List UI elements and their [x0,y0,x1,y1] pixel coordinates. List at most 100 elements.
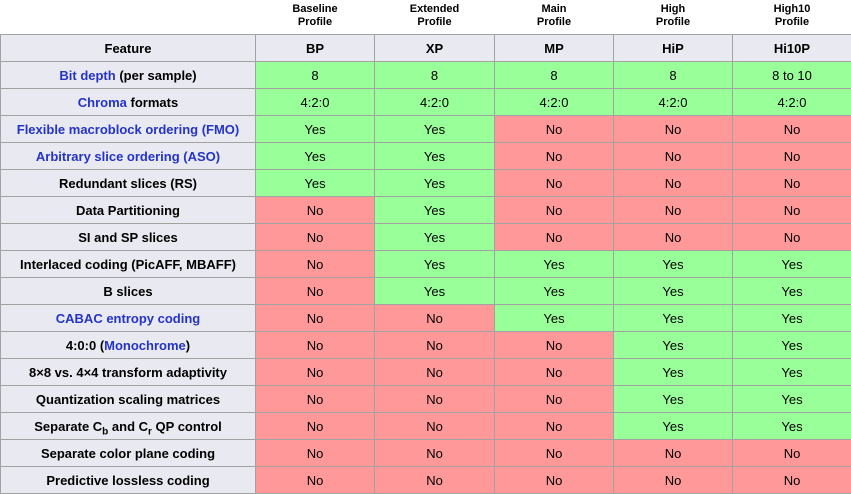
feature-link[interactable]: Monochrome [104,338,186,353]
column-header-feature: Feature [1,35,256,62]
value-cell: Yes [375,170,495,197]
value-cell: Yes [614,278,733,305]
value-cell: No [375,359,495,386]
feature-text: Predictive lossless coding [46,473,209,488]
value-cell: 8 to 10 [733,62,851,89]
value-cell: Yes [256,170,375,197]
value-cell: Yes [375,143,495,170]
column-header-row: Feature BP XP MP HiP Hi10P [1,35,851,62]
column-header-xp: XP [375,35,495,62]
feature-label: SI and SP slices [1,224,256,251]
value-cell: No [733,440,851,467]
feature-label: Interlaced coding (PicAFF, MBAFF) [1,251,256,278]
feature-text: Separate color plane coding [41,446,215,461]
value-cell: No [375,386,495,413]
value-cell: 4:2:0 [256,89,375,116]
feature-label: Predictive lossless coding [1,467,256,494]
value-cell: No [733,467,851,494]
value-cell: No [256,359,375,386]
value-cell: 4:2:0 [495,89,614,116]
value-cell: 4:2:0 [733,89,851,116]
column-header-hi10p: Hi10P [733,35,851,62]
feature-label: Chroma formats [1,89,256,116]
value-cell: No [614,224,733,251]
value-cell: No [733,170,851,197]
feature-link[interactable]: CABAC entropy coding [56,311,200,326]
feature-link[interactable]: Flexible macroblock ordering (FMO) [17,122,239,137]
value-cell: No [614,170,733,197]
feature-text: QP control [152,419,222,434]
value-cell: No [614,143,733,170]
profile-name-line1: Baseline [292,3,337,15]
value-cell: Yes [614,305,733,332]
feature-label: CABAC entropy coding [1,305,256,332]
value-cell: No [495,143,614,170]
feature-label: Separate color plane coding [1,440,256,467]
value-cell: Yes [733,359,851,386]
feature-text: Quantization scaling matrices [36,392,220,407]
value-cell: No [614,197,733,224]
value-cell: No [495,440,614,467]
feature-text: Interlaced coding (PicAFF, MBAFF) [20,257,236,272]
feature-text: ) [186,338,190,353]
value-cell: 8 [614,62,733,89]
value-cell: Yes [614,251,733,278]
value-cell: Yes [614,386,733,413]
feature-label: Redundant slices (RS) [1,170,256,197]
profile-name-line2: Profile [656,16,690,28]
value-cell: Yes [375,197,495,224]
feature-link[interactable]: Chroma [78,95,127,110]
value-cell: No [256,467,375,494]
value-cell: Yes [256,116,375,143]
value-cell: Yes [495,251,614,278]
column-header-bp: BP [256,35,375,62]
feature-link[interactable]: Bit depth [59,68,115,83]
feature-text: 8×8 vs. 4×4 transform adaptivity [29,365,227,380]
value-cell: No [495,116,614,143]
profile-name-line2: Profile [417,16,451,28]
value-cell: No [256,413,375,440]
value-cell: No [256,224,375,251]
value-cell: No [375,440,495,467]
value-cell: No [614,116,733,143]
feature-label: 4:0:0 (Monochrome) [1,332,256,359]
value-cell: No [375,305,495,332]
value-cell: Yes [733,413,851,440]
profile-name-line1: High [661,3,685,15]
value-cell: No [495,224,614,251]
profile-name-line1: Main [541,3,566,15]
value-cell: No [256,251,375,278]
value-cell: Yes [733,278,851,305]
value-cell: No [614,440,733,467]
value-cell: No [375,467,495,494]
value-cell: No [256,440,375,467]
value-cell: Yes [733,305,851,332]
feature-text: Redundant slices (RS) [59,176,197,191]
value-cell: Yes [375,251,495,278]
value-cell: No [495,467,614,494]
value-cell: No [733,143,851,170]
value-cell: No [256,332,375,359]
profile-name-line2: Profile [775,16,809,28]
profile-name-line1: Extended [410,3,460,15]
value-cell: No [614,467,733,494]
value-cell: Yes [495,278,614,305]
value-cell: No [495,332,614,359]
column-header-mp: MP [495,35,614,62]
feature-link[interactable]: Arbitrary slice ordering (ASO) [36,149,220,164]
feature-text: SI and SP slices [78,230,177,245]
profile-names-spacer [1,0,256,35]
value-cell: No [375,413,495,440]
